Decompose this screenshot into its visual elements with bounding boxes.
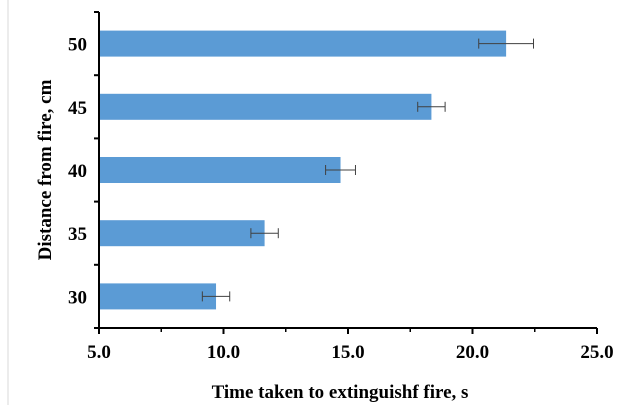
x-tick-labels: 5.0 10.0 15.0 20.0 25.0 (87, 342, 614, 363)
bar-30 (99, 283, 217, 310)
bar-group (99, 30, 507, 310)
error-bar-30 (201, 291, 231, 302)
x-tick-label: 5.0 (87, 342, 111, 363)
x-tick-label: 15.0 (331, 342, 364, 363)
x-axis-ticks (98, 328, 598, 334)
x-tick-label: 10.0 (207, 342, 240, 363)
y-tick-labels: 30 35 40 45 50 (68, 35, 87, 309)
error-bar-group (201, 38, 535, 302)
bar-35 (99, 220, 265, 247)
y-tick-label: 40 (68, 161, 87, 182)
bar-40 (99, 157, 341, 183)
bar-45 (99, 93, 432, 120)
y-axis-ticks (94, 11, 99, 329)
y-axis-title: Distance from fire, cm (35, 79, 56, 260)
x-tick-label: 25.0 (580, 342, 613, 363)
error-bar-40 (325, 165, 356, 175)
x-axis-title: Time taken to extinguishf fire, s (212, 382, 469, 403)
bar-50 (99, 30, 507, 57)
error-bar-35 (250, 228, 279, 239)
y-tick-label: 35 (68, 224, 87, 245)
y-tick-label: 45 (68, 98, 87, 119)
x-tick-label: 20.0 (456, 342, 489, 363)
error-bar-45 (417, 101, 446, 112)
y-tick-label: 50 (68, 35, 87, 56)
y-tick-label: 30 (68, 287, 87, 308)
error-bar-50 (478, 38, 535, 49)
